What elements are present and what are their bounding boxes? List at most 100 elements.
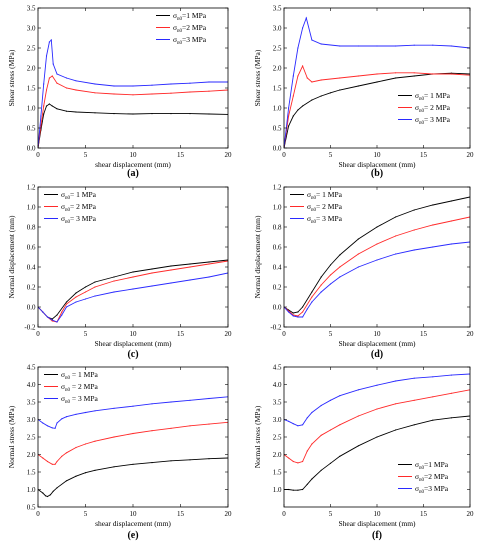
y-tick-label: 1.5	[27, 84, 36, 92]
data-point	[170, 113, 172, 115]
data-point	[48, 41, 51, 43]
data-point	[51, 320, 53, 322]
x-axis-label: Shear displacement (mm)	[94, 339, 172, 348]
data-point	[65, 306, 68, 308]
data-point	[84, 443, 87, 445]
data-point	[56, 73, 58, 75]
y-tick-label: 1.0	[27, 203, 36, 211]
data-point	[320, 284, 322, 286]
y-tick-label: 2.5	[27, 433, 36, 441]
y-tick-label: 0.8	[273, 223, 282, 231]
legend-label: σn0= 1 MPa	[61, 190, 97, 201]
data-point	[65, 416, 68, 418]
data-point	[292, 95, 294, 97]
legend-label: σn0= 3 MPa	[307, 214, 343, 225]
x-tick-label: 5	[329, 330, 333, 338]
data-point	[189, 279, 191, 281]
y-tick-label: 0.0	[273, 144, 282, 152]
data-point	[339, 455, 341, 457]
panel-label: (d)	[371, 349, 383, 360]
y-tick-label: 0.5	[27, 124, 36, 132]
legend-label: σn0=1 MPa	[173, 11, 207, 22]
legend-label: σn0=2 MPa	[173, 23, 207, 34]
legend-label: σn0= 2 MPa	[415, 103, 451, 114]
series-line	[284, 389, 470, 464]
data-point	[132, 432, 134, 435]
panel-label: (f)	[372, 530, 382, 541]
data-point	[450, 392, 452, 394]
data-point	[432, 44, 434, 46]
data-point	[75, 89, 77, 91]
data-point	[189, 82, 191, 84]
data-point	[297, 109, 299, 111]
legend-label: σn0= 1 MPa	[415, 91, 451, 102]
data-point	[56, 82, 58, 84]
x-tick-label: 20	[467, 510, 475, 518]
data-point	[45, 105, 48, 107]
legend-label: σn0 = 2 MPa	[61, 382, 98, 393]
data-point	[75, 111, 77, 113]
data-point	[40, 115, 42, 117]
series-line	[38, 421, 228, 465]
data-point	[413, 75, 415, 77]
x-tick-label: 0	[282, 330, 286, 338]
data-point	[311, 81, 313, 83]
data-point	[432, 224, 434, 226]
y-tick-label: 1.5	[273, 84, 282, 92]
x-tick-label: 10	[374, 330, 382, 338]
data-point	[320, 291, 322, 293]
data-point	[395, 380, 397, 382]
legend-label: σn0= 3 MPa	[415, 115, 451, 126]
x-tick-label: 15	[420, 330, 428, 338]
data-point	[376, 436, 378, 438]
y-tick-label: -0.2	[24, 323, 36, 331]
data-point	[450, 45, 452, 47]
data-point	[329, 92, 332, 94]
data-point	[189, 266, 191, 268]
data-point	[432, 204, 434, 206]
panel-label: (c)	[127, 349, 138, 360]
y-tick-label: 1.0	[273, 104, 282, 112]
data-point	[151, 84, 153, 86]
data-point	[51, 463, 53, 465]
data-point	[43, 113, 45, 115]
data-point	[302, 306, 304, 308]
y-tick-label: 1.0	[27, 104, 36, 112]
data-point	[320, 79, 322, 81]
data-point	[395, 77, 397, 79]
y-tick-label: 2.5	[273, 433, 282, 441]
y-axis-label: Normal stress (MPa)	[7, 405, 16, 468]
data-point	[357, 45, 359, 47]
y-tick-label: 0.5	[27, 503, 36, 511]
data-point	[395, 403, 397, 405]
data-point	[311, 411, 313, 414]
data-point	[395, 72, 397, 74]
data-point	[376, 259, 378, 261]
data-point	[208, 90, 210, 92]
data-point	[75, 296, 77, 298]
series-line	[284, 196, 470, 314]
x-tick-label: 0	[282, 510, 286, 518]
x-axis-label: shear displacement (mm)	[95, 160, 171, 169]
data-point	[413, 249, 415, 251]
data-point	[413, 44, 415, 46]
data-point	[61, 314, 63, 316]
data-point	[189, 263, 191, 265]
legend-label: σn0=3 MPa	[173, 35, 207, 46]
y-tick-label: 2.0	[27, 64, 36, 72]
chart-panel: 0 5 10 15 20 1.0 1.5 2.0 2.5 3.0 3.5 4.0 4.5 Shear di…	[253, 363, 474, 541]
data-point	[357, 445, 359, 447]
data-point	[170, 460, 172, 462]
data-point	[94, 440, 96, 442]
data-point	[94, 410, 96, 412]
data-point	[113, 85, 115, 87]
data-point	[113, 93, 115, 95]
y-tick-label: 4.0	[273, 381, 282, 389]
data-point	[46, 460, 49, 463]
data-point	[65, 452, 68, 454]
data-point	[432, 73, 434, 75]
data-point	[297, 425, 299, 427]
y-tick-label: 1.2	[27, 183, 36, 191]
legend-label: σn0= 2 MPa	[307, 202, 343, 213]
